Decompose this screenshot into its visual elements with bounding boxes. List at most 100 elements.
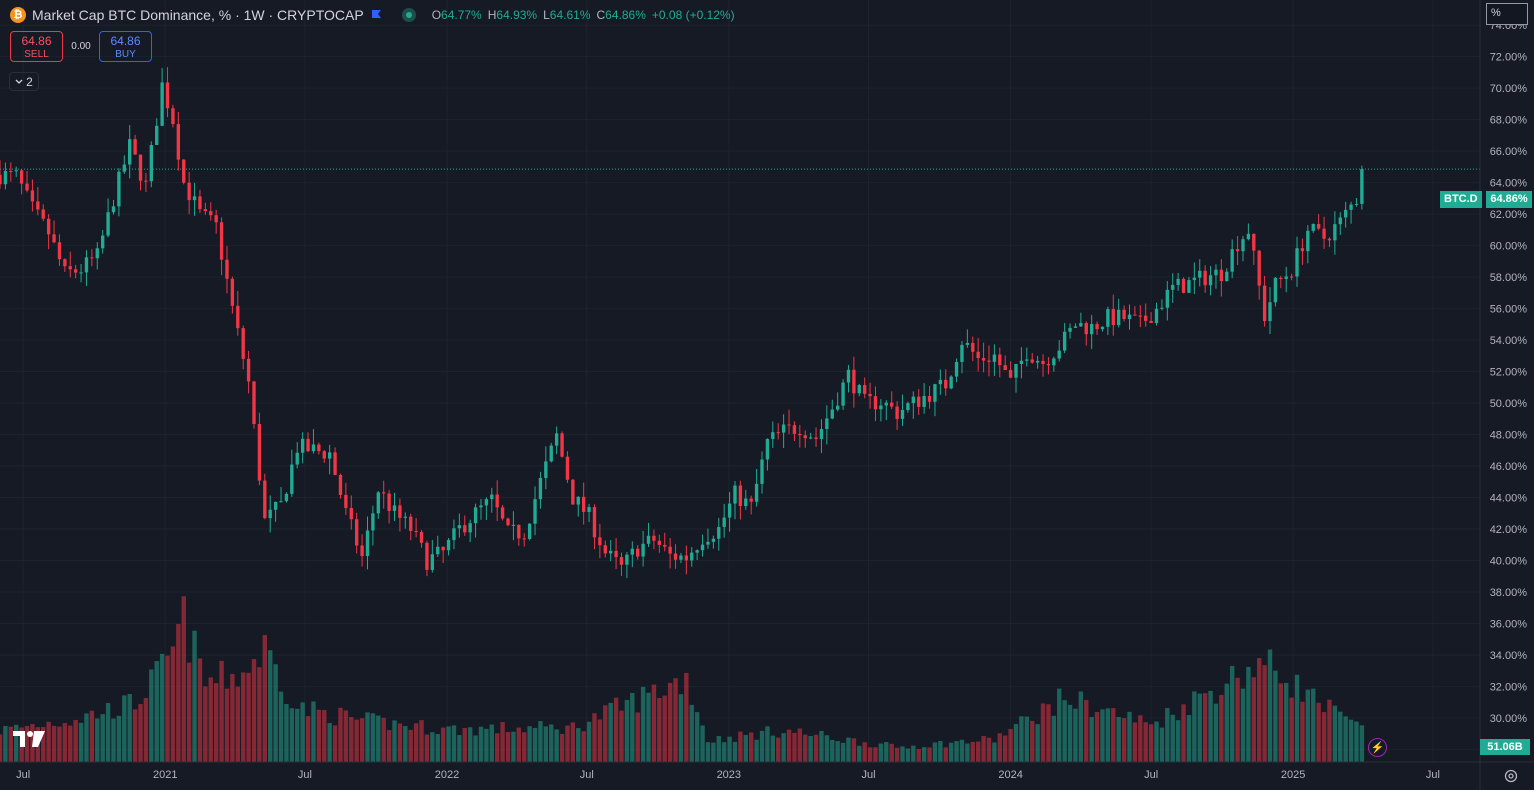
volume-bar bbox=[1159, 727, 1165, 762]
indicator-count: 2 bbox=[26, 74, 33, 89]
candle-body bbox=[1225, 271, 1229, 282]
candle-body bbox=[30, 190, 35, 202]
volume-bar bbox=[1251, 677, 1256, 762]
candle-body bbox=[706, 541, 710, 545]
volume-bar bbox=[1197, 693, 1202, 762]
volume-bar bbox=[640, 686, 646, 762]
volume-last-label: 51.06B bbox=[1480, 739, 1530, 755]
price-tick-label: 52.00% bbox=[1490, 367, 1528, 379]
candle-body bbox=[749, 498, 753, 502]
candle-body bbox=[895, 406, 899, 419]
volume-bar bbox=[981, 736, 986, 762]
volume-bar bbox=[1273, 670, 1278, 762]
candle-body bbox=[144, 180, 148, 182]
volume-bar bbox=[921, 747, 927, 762]
time-tick-label: Jul bbox=[298, 769, 312, 781]
candle-body bbox=[549, 445, 553, 462]
candle-body bbox=[938, 379, 943, 385]
time-tick-label: 2025 bbox=[1281, 769, 1305, 781]
volume-bar bbox=[765, 726, 770, 762]
volume-bar bbox=[1154, 721, 1159, 762]
volume-bar bbox=[349, 717, 354, 762]
volume-bar bbox=[1224, 683, 1229, 762]
candle-body bbox=[819, 428, 824, 439]
candle-body bbox=[230, 278, 235, 306]
volume-bar bbox=[273, 664, 278, 762]
volume-bar bbox=[776, 737, 781, 762]
candle-body bbox=[500, 507, 505, 519]
volume-bar bbox=[1094, 712, 1100, 762]
volume-bar bbox=[278, 691, 284, 762]
scale-mode-input[interactable]: % bbox=[1486, 3, 1528, 25]
volume-bar bbox=[862, 742, 867, 762]
volume-bar bbox=[819, 730, 824, 762]
volume-bar bbox=[392, 720, 397, 762]
candle-body bbox=[814, 437, 818, 439]
buy-button[interactable]: 64.86 BUY bbox=[99, 31, 152, 62]
candle-body bbox=[398, 505, 402, 518]
candle-body bbox=[300, 438, 305, 453]
volume-bar bbox=[500, 722, 505, 762]
volume-bar bbox=[1040, 703, 1046, 762]
volume-bar bbox=[1062, 700, 1067, 762]
flag-icon[interactable] bbox=[370, 9, 382, 21]
volume-bar bbox=[678, 694, 684, 762]
market-status-icon[interactable] bbox=[401, 8, 416, 22]
volume-bar bbox=[911, 745, 916, 762]
candle-body bbox=[630, 548, 634, 555]
volume-bar bbox=[613, 697, 619, 762]
volume-bar bbox=[630, 692, 635, 762]
candle-body bbox=[182, 159, 186, 183]
volume-bar bbox=[770, 735, 776, 762]
candle-body bbox=[344, 494, 348, 509]
volume-bar bbox=[0, 734, 3, 762]
volume-bar bbox=[646, 692, 651, 762]
volume-bar bbox=[197, 658, 203, 762]
candle-body bbox=[3, 170, 8, 185]
volume-bar bbox=[300, 702, 305, 762]
volume-bar bbox=[824, 735, 830, 762]
tradingview-logo[interactable] bbox=[12, 729, 46, 749]
volume-bar bbox=[1354, 721, 1359, 762]
volume-bar bbox=[803, 734, 808, 762]
candle-body bbox=[781, 424, 786, 433]
volume-bar bbox=[549, 724, 554, 762]
candle-body bbox=[998, 354, 1002, 366]
candle-body bbox=[446, 539, 451, 551]
candle-body bbox=[111, 206, 116, 213]
candle-body bbox=[971, 342, 975, 352]
volume-bar bbox=[954, 741, 959, 762]
indicators-toggle-button[interactable]: 2 bbox=[9, 72, 39, 91]
volume-bar bbox=[857, 745, 862, 762]
volume-bar bbox=[408, 729, 413, 762]
candle-body bbox=[976, 351, 980, 358]
candle-body bbox=[1035, 360, 1040, 363]
volume-bar bbox=[122, 695, 127, 762]
candle-body bbox=[495, 494, 499, 508]
gear-icon[interactable] bbox=[1503, 768, 1519, 784]
candle-body bbox=[214, 215, 218, 223]
candle-body bbox=[95, 248, 99, 259]
sell-button[interactable]: 64.86 SELL bbox=[10, 31, 63, 62]
volume-bar bbox=[689, 704, 694, 762]
chart-title[interactable]: Market Cap BTC Dominance, % · 1W · CRYPT… bbox=[32, 7, 364, 23]
volume-bar bbox=[813, 734, 819, 762]
volume-bar bbox=[1213, 703, 1219, 762]
volume-bar bbox=[1057, 688, 1062, 762]
volume-bar bbox=[305, 716, 311, 762]
volume-bar bbox=[1321, 712, 1327, 762]
volume-bar bbox=[138, 704, 143, 762]
volume-bar bbox=[1170, 714, 1175, 762]
price-scale[interactable]: 28.00%30.00%32.00%34.00%36.00%38.00%40.0… bbox=[1490, 20, 1528, 756]
sell-price: 64.86 bbox=[21, 34, 52, 48]
candle-body bbox=[1246, 233, 1251, 240]
volume-bar bbox=[543, 726, 549, 762]
candle-body bbox=[1041, 360, 1045, 365]
volume-bar bbox=[1138, 715, 1143, 762]
candle-body bbox=[79, 272, 83, 274]
candle-body bbox=[1257, 250, 1261, 286]
candle-body bbox=[917, 396, 921, 407]
lightning-icon[interactable]: ⚡ bbox=[1368, 738, 1387, 757]
time-scale[interactable]: Jul 2021 Jul 2022 Jul 2023 Jul 2024 Jul 2025 Jul bbox=[16, 769, 1440, 781]
